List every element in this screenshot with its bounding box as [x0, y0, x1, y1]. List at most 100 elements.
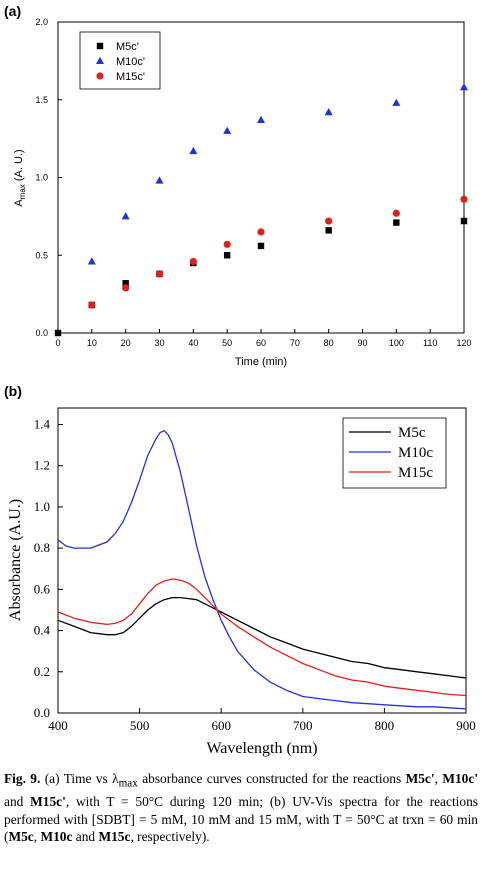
chart-a-xtick-label: 60: [256, 338, 266, 348]
chart-a-xtick-label: 0: [55, 338, 60, 348]
chart-a-point-3: [460, 195, 468, 203]
chart-b-ticks: 400 500 600 700 800 900 0.0 0.2 0.4 0.6 0.8 1.0 1.2 1…: [34, 416, 476, 733]
caption-bold-1: M5c': [405, 771, 435, 786]
chart-a-legend-box: [79, 31, 161, 90]
chart-b-ytick-label: 0.6: [34, 581, 51, 596]
chart-b-xtick-label: 700: [293, 718, 313, 733]
chart-a-xtick-label: 110: [423, 338, 437, 348]
caption-part-1: (a) Time vs λ: [40, 771, 119, 786]
chart-a-xtick-label: 50: [222, 338, 232, 348]
caption-part-4: and: [4, 794, 31, 810]
caption-sub: max: [118, 777, 138, 790]
chart-a-xlabel: Time (min): [235, 356, 287, 368]
chart-b-ytick-label: 0.2: [34, 664, 50, 679]
caption-part-2: absorbance curves constructed for the re…: [137, 771, 406, 786]
chart-b-panel-label: (b): [4, 383, 22, 399]
chart-a-xtick-label: 40: [188, 338, 198, 348]
caption-part-8: , respectively).: [130, 829, 210, 845]
chart-a-ytick-label: 1.0: [35, 173, 48, 183]
chart-a-point-2: [460, 83, 468, 91]
chart-a-point-1: [460, 217, 468, 225]
chart-b-xtick-label: 400: [48, 718, 68, 733]
chart-b-ytick-label: 0.4: [34, 623, 51, 638]
chart-a-legend-label: M10c': [116, 56, 145, 68]
chart-a-xtick-label: 10: [87, 338, 97, 348]
chart-b-series-line-2: [57, 430, 467, 710]
chart-b-series-line-1: [57, 596, 467, 679]
chart-a-xtick-label: 100: [389, 338, 404, 348]
chart-b-xtick-label: 600: [211, 718, 231, 733]
chart-a-ytick-label: 0.5: [35, 250, 48, 260]
chart-b-ytick-label: 1.2: [34, 458, 50, 473]
chart-a-ylabel: Amax (A. U.): [13, 149, 27, 206]
chart-b-ytick-label: 1.4: [34, 416, 51, 431]
figure-caption: Fig. 9. (a) Time vs λmax absorbance curv…: [4, 770, 478, 846]
chart-b-ytick-label: 0.8: [34, 540, 50, 555]
chart-a-points: [54, 83, 468, 337]
chart-b-ytick-label: 0.0: [34, 705, 50, 720]
caption-part-5: , with T = 50°C during 120 min; (b) UV-V…: [4, 794, 478, 845]
chart-b-legend: M5c M10c M15c: [342, 417, 447, 489]
chart-a-point-1: [223, 252, 231, 259]
chart-b-legend-box: [342, 417, 447, 489]
chart-a-xtick-label: 70: [290, 338, 300, 348]
chart-b: (b) 400 500 600 700 800 900 0.0 0.2 0.4 0.6 0.8 1.0…: [4, 383, 476, 757]
chart-a-point-3: [122, 284, 130, 292]
caption-lead: Fig. 9.: [4, 771, 41, 786]
chart-b-xtick-label: 800: [375, 718, 395, 733]
chart-a-panel-label: (a): [4, 3, 21, 19]
chart-b-legend-label: M15c: [398, 465, 433, 481]
chart-a-ticks: 0 10 20 30 40 50 60 70 80 90 100 110 120 0.0 0.5 1.0 1.5…: [35, 17, 471, 348]
chart-a-ylabel-suffix: (A. U.): [13, 149, 25, 184]
chart-a: (a) 0 10 20 30 40 50 60 70 80 90 100 110 120 0.0 0.5 1.…: [4, 3, 472, 368]
caption-part-6: ,: [33, 829, 41, 845]
chart-b-series-line-3: [57, 578, 467, 697]
chart-a-point-1: [122, 280, 129, 287]
caption-bold-3: M15c': [30, 794, 66, 810]
caption-bold-4: M5c: [8, 829, 34, 845]
chart-a-point-3: [88, 301, 96, 309]
caption-bold-2: M10c': [442, 771, 479, 786]
chart-b-lines: [57, 430, 467, 710]
chart-a-xtick-label: 30: [154, 338, 164, 348]
chart-a-point-1: [54, 329, 62, 337]
chart-b-ytick-label: 1.0: [34, 499, 50, 514]
chart-a-point-3: [325, 217, 333, 225]
caption-part-3: ,: [434, 771, 443, 786]
chart-a-legend-marker-2: [96, 56, 104, 64]
chart-a-ylabel-main: A: [13, 199, 25, 207]
caption-bold-6: M15c: [98, 829, 131, 845]
chart-a-legend-label: M15c': [116, 71, 145, 83]
chart-b-plot-frame: [57, 407, 467, 714]
chart-a-point-2: [257, 115, 265, 123]
chart-a-xtick-label: 20: [121, 338, 131, 348]
chart-a-ytick-label: 2.0: [35, 17, 48, 27]
chart-a-point-3: [257, 228, 265, 236]
chart-a-ytick-label: 0.0: [35, 328, 48, 338]
chart-a-point-1: [393, 219, 400, 226]
chart-a-point-1: [325, 227, 332, 234]
chart-a-point-2: [324, 107, 333, 116]
chart-a-point-2: [155, 176, 164, 184]
chart-b-legend-label: M10c: [398, 445, 433, 461]
chart-b-ylabel: Absorbance (A.U.): [7, 499, 24, 621]
chart-a-point-2: [189, 146, 198, 155]
chart-a-legend-marker-1: [96, 42, 104, 50]
caption-part-7: and: [72, 829, 99, 845]
chart-b-xlabel: Wavelength (nm): [206, 740, 317, 757]
chart-a-point-2: [121, 212, 130, 220]
chart-a-xtick-label: 80: [324, 338, 334, 348]
chart-a-xtick-label: 120: [456, 338, 471, 348]
chart-a-legend-marker-3: [96, 72, 104, 80]
chart-b-legend-label: M5c: [398, 425, 426, 441]
chart-a-point-3: [189, 257, 197, 266]
chart-a-point-3: [392, 209, 400, 217]
chart-a-ytick-label: 1.5: [35, 95, 48, 105]
chart-a-point-2: [87, 257, 96, 265]
chart-a-point-1: [257, 242, 265, 250]
chart-a-legend: M5c' M10c' M15c': [79, 31, 161, 90]
chart-a-legend-label: M5c': [116, 41, 139, 53]
chart-a-point-2: [223, 126, 232, 134]
chart-b-xtick-label: 900: [456, 718, 476, 733]
chart-a-xtick-label: 90: [357, 338, 367, 348]
